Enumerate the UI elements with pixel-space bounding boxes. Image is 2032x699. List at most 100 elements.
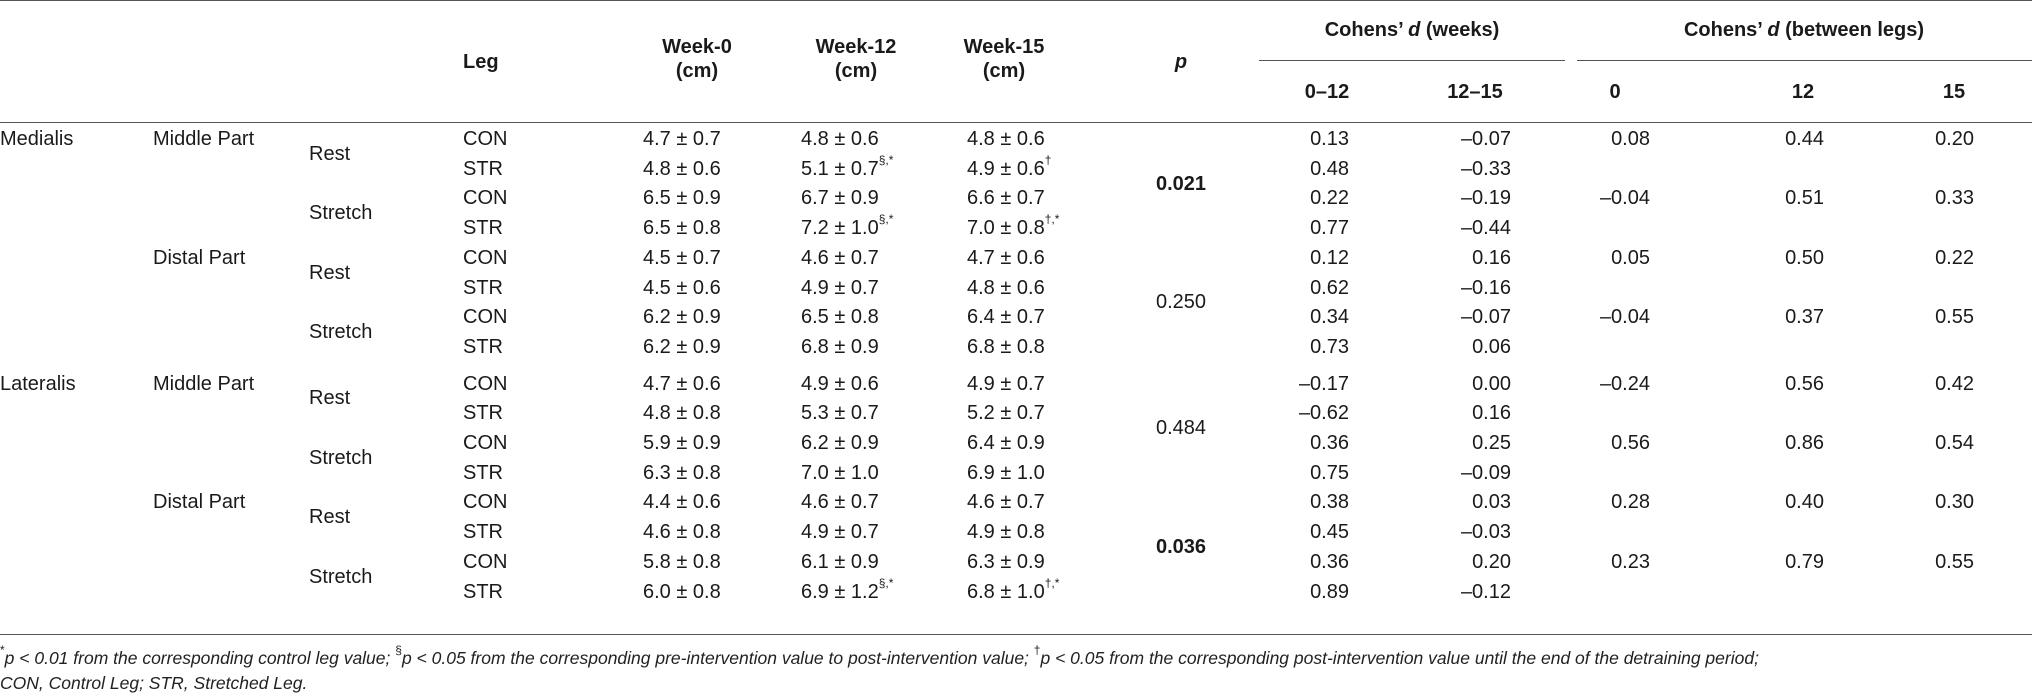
week12-cell: 7.2 ± 1.0§,*	[801, 212, 894, 240]
cohens-12-15-cell: 0.20	[1472, 550, 1511, 573]
between-d15-cell: 0.55	[1935, 550, 1974, 573]
week15-cell: 4.9 ± 0.8	[967, 521, 1045, 544]
week12-cell: 4.9 ± 0.7	[801, 521, 879, 544]
cohens-12-15-cell: –0.16	[1460, 276, 1511, 299]
week15-cell: 4.8 ± 0.6	[967, 128, 1045, 150]
cohens-0-12-cell: –0.62	[1298, 402, 1349, 425]
leg-label: STR	[463, 521, 503, 544]
between-d12-cell: 0.40	[1785, 491, 1824, 514]
week12-cell: 6.1 ± 0.9	[801, 550, 879, 573]
week0-cell: 6.2 ± 0.9	[643, 306, 721, 329]
table-top-rule	[0, 0, 2032, 1]
between-d15-cell: 0.20	[1935, 128, 1974, 150]
cohens-0-12-cell: –0.17	[1298, 372, 1349, 395]
week0-cell: 4.7 ± 0.6	[643, 372, 721, 395]
leg-label: CON	[463, 372, 508, 395]
week15-cell: 6.8 ± 0.8	[967, 335, 1045, 358]
between-d0-cell: –0.24	[1599, 372, 1650, 395]
leg-label: STR	[463, 335, 503, 358]
week12-cell: 5.3 ± 0.7	[801, 402, 879, 425]
header-cohens-between: Cohens’ d (between legs)	[1683, 19, 1925, 41]
week0-cell: 6.2 ± 0.9	[643, 335, 721, 358]
cohens-12-15-cell: –0.44	[1460, 217, 1511, 240]
between-d12-cell: 0.56	[1785, 372, 1824, 395]
between-d0-cell: –0.04	[1599, 306, 1650, 329]
condition-label: Stretch	[309, 446, 373, 469]
week0-cell: 6.0 ± 0.8	[643, 580, 721, 603]
leg-label: CON	[463, 187, 508, 210]
leg-label: STR	[463, 157, 503, 180]
cohens-0-12-cell: 0.22	[1310, 187, 1349, 210]
footnote-line-1: *p < 0.01 from the corresponding control…	[0, 643, 1759, 668]
footnote-line-2: CON, Control Leg; STR, Stretched Leg.	[0, 673, 308, 693]
part-label: Distal Part	[153, 491, 246, 514]
table-footnote: *p < 0.01 from the corresponding control…	[0, 643, 2032, 696]
week15-cell: 6.6 ± 0.7	[967, 187, 1045, 210]
leg-label: CON	[463, 491, 508, 514]
between-d12-cell: 0.37	[1785, 306, 1824, 329]
cohens-between-rule	[1577, 60, 2032, 61]
week15-cell: 4.9 ± 0.7	[967, 372, 1045, 395]
part-label: Middle Part	[153, 372, 255, 395]
cohens-0-12-cell: 0.89	[1310, 580, 1349, 603]
between-d0-cell: –0.04	[1599, 187, 1650, 210]
week0-cell: 4.4 ± 0.6	[643, 491, 721, 514]
header-sub-12-15: 12–15	[1447, 81, 1503, 103]
cohens-12-15-cell: –0.19	[1460, 187, 1511, 210]
cohens-0-12-cell: 0.36	[1310, 432, 1349, 454]
week0-cell: 5.8 ± 0.8	[643, 550, 721, 573]
cohens-0-12-cell: 0.13	[1310, 128, 1349, 150]
week0-cell: 6.5 ± 0.8	[643, 217, 721, 240]
cohens-0-12-cell: 0.34	[1310, 306, 1349, 329]
cohens-0-12-cell: 0.75	[1310, 461, 1349, 484]
cohens-12-15-cell: –0.09	[1460, 461, 1511, 484]
condition-label: Stretch	[309, 321, 373, 344]
week12-cell: 5.1 ± 0.7§,*	[801, 153, 894, 180]
week15-cell: 7.0 ± 0.8†,*	[967, 212, 1060, 240]
between-d0-cell: 0.08	[1611, 128, 1650, 150]
week0-cell: 4.5 ± 0.7	[643, 246, 721, 269]
condition-label: Rest	[309, 142, 351, 165]
week15-cell: 6.9 ± 1.0	[967, 461, 1045, 484]
header-sub-0-12: 0–12	[1304, 81, 1350, 103]
header-week15: Week-15 (cm)	[963, 36, 1045, 82]
week15-cell: 4.9 ± 0.6†	[967, 153, 1052, 180]
part-label: Distal Part	[153, 246, 246, 269]
week12-cell: 4.8 ± 0.6	[801, 128, 879, 150]
week12-cell: 6.8 ± 0.9	[801, 335, 879, 358]
part-label: Middle Part	[153, 128, 255, 150]
cohens-12-15-cell: –0.33	[1460, 157, 1511, 180]
muscle-label: Lateralis	[0, 372, 76, 395]
week0-cell: 4.8 ± 0.8	[643, 402, 721, 425]
leg-label: CON	[463, 246, 508, 269]
week12-cell: 6.2 ± 0.9	[801, 432, 879, 454]
condition-label: Rest	[309, 506, 351, 529]
cohens-12-15-cell: –0.07	[1460, 306, 1511, 329]
leg-label: STR	[463, 402, 503, 425]
week0-cell: 4.8 ± 0.6	[643, 157, 721, 180]
header-week12: Week-12 (cm)	[815, 36, 897, 82]
cohens-0-12-cell: 0.73	[1310, 335, 1349, 358]
between-d15-cell: 0.30	[1935, 491, 1974, 514]
leg-label: CON	[463, 306, 508, 329]
header-sub-between-12: 12	[1791, 81, 1815, 103]
between-d15-cell: 0.54	[1935, 432, 1974, 454]
condition-label: Rest	[309, 261, 351, 284]
leg-label: CON	[463, 128, 508, 150]
week12-cell: 4.6 ± 0.7	[801, 491, 879, 514]
between-d12-cell: 0.44	[1785, 128, 1824, 150]
cohens-12-15-cell: 0.00	[1472, 372, 1511, 395]
between-d15-cell: 0.33	[1935, 187, 1974, 210]
week0-cell: 6.5 ± 0.9	[643, 187, 721, 210]
week15-cell: 6.8 ± 1.0†,*	[967, 575, 1060, 603]
cohens-12-15-cell: –0.12	[1460, 580, 1511, 603]
between-d0-cell: 0.05	[1611, 246, 1650, 269]
header-cohens-weeks: Cohens’ d (weeks)	[1324, 19, 1500, 41]
leg-label: STR	[463, 276, 503, 299]
cohens-12-15-cell: 0.16	[1472, 402, 1511, 425]
condition-label: Stretch	[309, 565, 373, 588]
between-d12-cell: 0.51	[1785, 187, 1824, 210]
leg-label: CON	[463, 432, 508, 454]
cohens-0-12-cell: 0.45	[1310, 521, 1349, 544]
between-d15-cell: 0.55	[1935, 306, 1974, 329]
